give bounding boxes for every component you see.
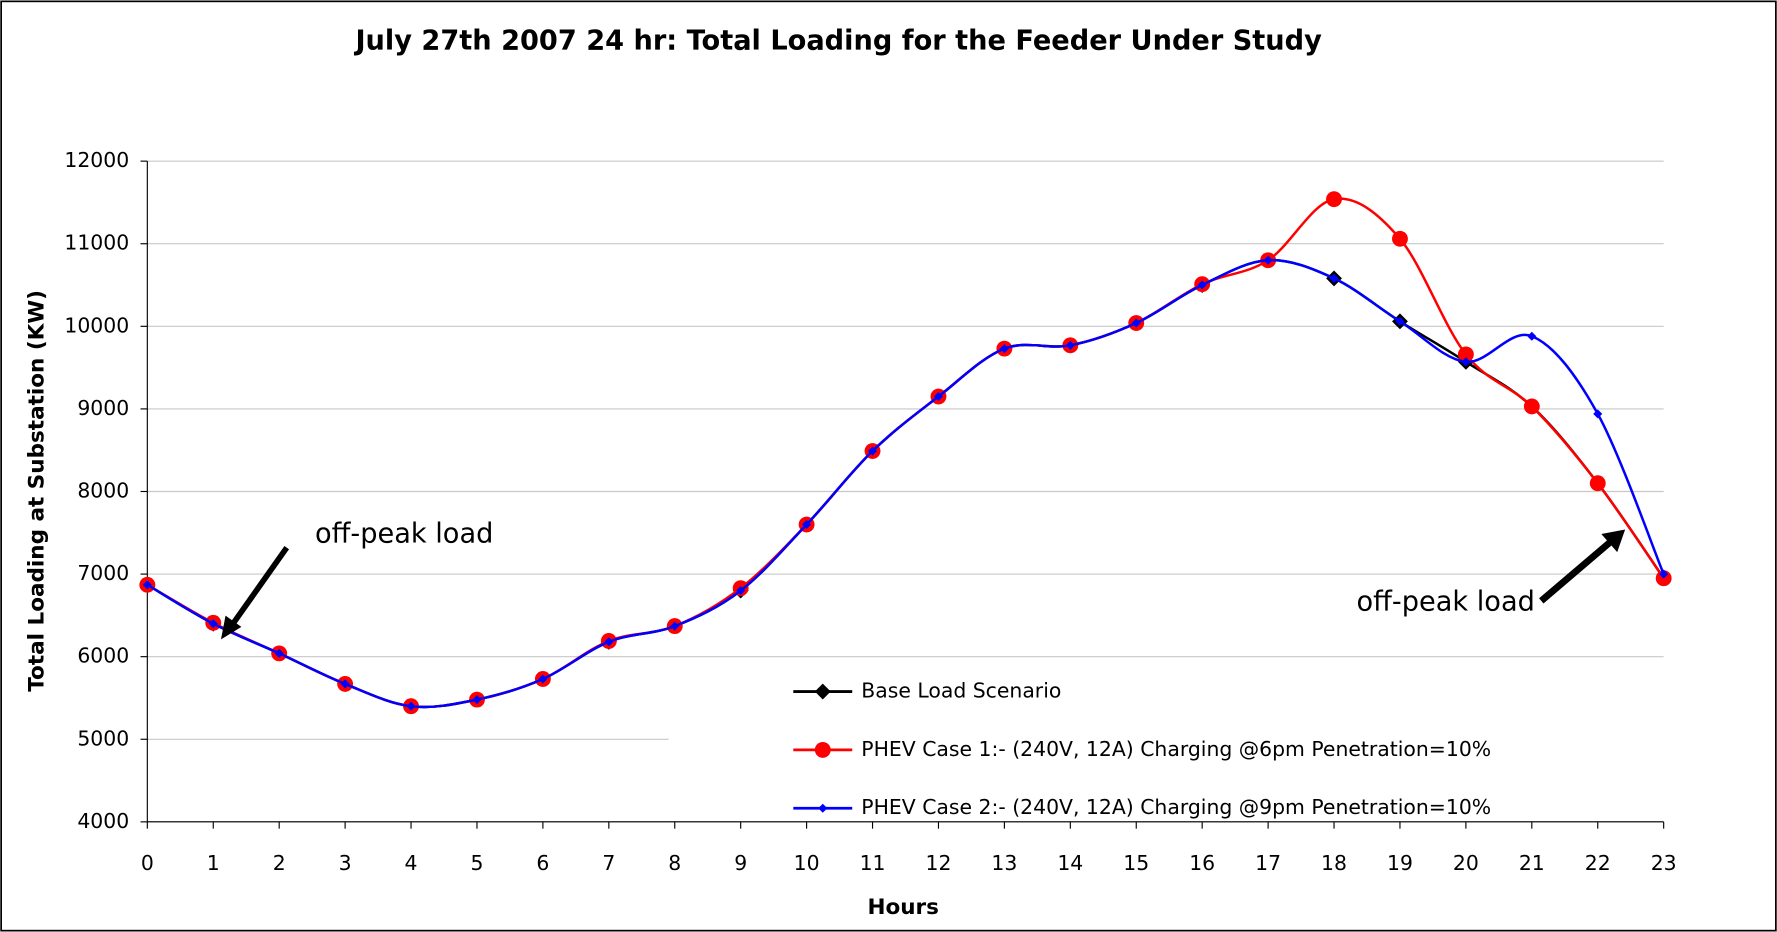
x-tick-label: 23	[1651, 851, 1677, 875]
data-point	[538, 674, 548, 684]
data-point	[1457, 346, 1474, 363]
x-tick-label: 11	[860, 851, 886, 875]
x-tick-label: 13	[991, 851, 1017, 875]
y-tick-label: 10000	[64, 313, 129, 337]
y-tick-label: 9000	[77, 396, 129, 420]
annotation-arrow	[230, 545, 290, 627]
y-tick-label: 8000	[77, 478, 129, 502]
data-point	[208, 619, 218, 629]
legend-marker	[814, 741, 831, 758]
data-point	[1589, 475, 1606, 492]
y-axis-title: Total Loading at Substation (KW)	[24, 290, 49, 692]
data-point	[604, 637, 614, 647]
x-tick-label: 14	[1057, 851, 1083, 875]
x-tick-label: 4	[405, 851, 418, 875]
annotation: off-peak load	[1357, 587, 1535, 618]
data-point	[736, 586, 746, 596]
data-point	[1461, 357, 1471, 367]
x-tick-label: 10	[794, 851, 820, 875]
annotation-arrowhead	[1601, 529, 1626, 553]
x-tick-label: 21	[1519, 851, 1545, 875]
x-tick-label: 20	[1453, 851, 1479, 875]
legend-marker	[814, 683, 831, 700]
data-point	[406, 701, 416, 711]
data-point	[802, 520, 812, 530]
x-tick-label: 5	[470, 851, 483, 875]
x-tick-label: 22	[1585, 851, 1611, 875]
y-tick-label: 11000	[64, 231, 129, 255]
x-tick-label: 2	[273, 851, 286, 875]
annotation: off-peak load	[315, 519, 493, 550]
data-point	[868, 446, 878, 456]
legend-label: PHEV Case 1:- (240V, 12A) Charging @6pm …	[861, 737, 1491, 761]
data-point	[340, 679, 350, 689]
y-tick-label: 12000	[64, 148, 129, 172]
x-axis-title: Hours	[867, 895, 939, 920]
data-point	[670, 621, 680, 631]
x-tick-label: 18	[1321, 851, 1347, 875]
data-point	[933, 391, 943, 402]
x-tick-label: 6	[536, 851, 549, 875]
x-tick-label: 8	[668, 851, 681, 875]
data-point	[999, 344, 1009, 354]
data-point	[1659, 569, 1669, 579]
x-tick-label: 15	[1123, 851, 1149, 875]
y-tick-label: 4000	[77, 809, 129, 833]
chart-title: July 27th 2007 24 hr: Total Loading for …	[353, 26, 1322, 57]
x-tick-label: 17	[1255, 851, 1281, 875]
plot-area: 4000 5000 6000 7000 8000 9000 10000 11000 12000 0…	[64, 148, 1676, 875]
data-point	[1065, 340, 1075, 350]
x-tick-label: 16	[1189, 851, 1215, 875]
legend-label: Base Load Scenario	[861, 679, 1061, 703]
legend-label: PHEV Case 2:- (240V, 12A) Charging @9pm …	[861, 795, 1491, 819]
legend-box	[668, 668, 1664, 821]
data-point	[1523, 398, 1540, 415]
y-tick-label: 6000	[77, 644, 129, 668]
data-point	[1527, 331, 1537, 341]
data-point	[472, 695, 482, 705]
annotation-arrowhead	[220, 615, 242, 640]
data-point	[1392, 230, 1408, 247]
x-tick-label: 12	[925, 851, 951, 875]
data-point	[1197, 280, 1207, 290]
annotation-arrow	[1539, 539, 1613, 604]
x-tick-label: 7	[602, 851, 615, 875]
data-point	[1131, 318, 1141, 328]
y-tick-label: 5000	[77, 726, 129, 750]
x-tick-label: 3	[339, 851, 352, 875]
x-tick-label: 9	[734, 851, 747, 875]
data-point	[1395, 316, 1405, 326]
x-tick-label: 19	[1387, 851, 1413, 875]
x-tick-label: 0	[141, 851, 154, 875]
x-tick-label: 1	[207, 851, 220, 875]
data-point	[1326, 191, 1342, 208]
y-tick-label: 7000	[77, 561, 129, 585]
legend-marker	[818, 803, 828, 813]
